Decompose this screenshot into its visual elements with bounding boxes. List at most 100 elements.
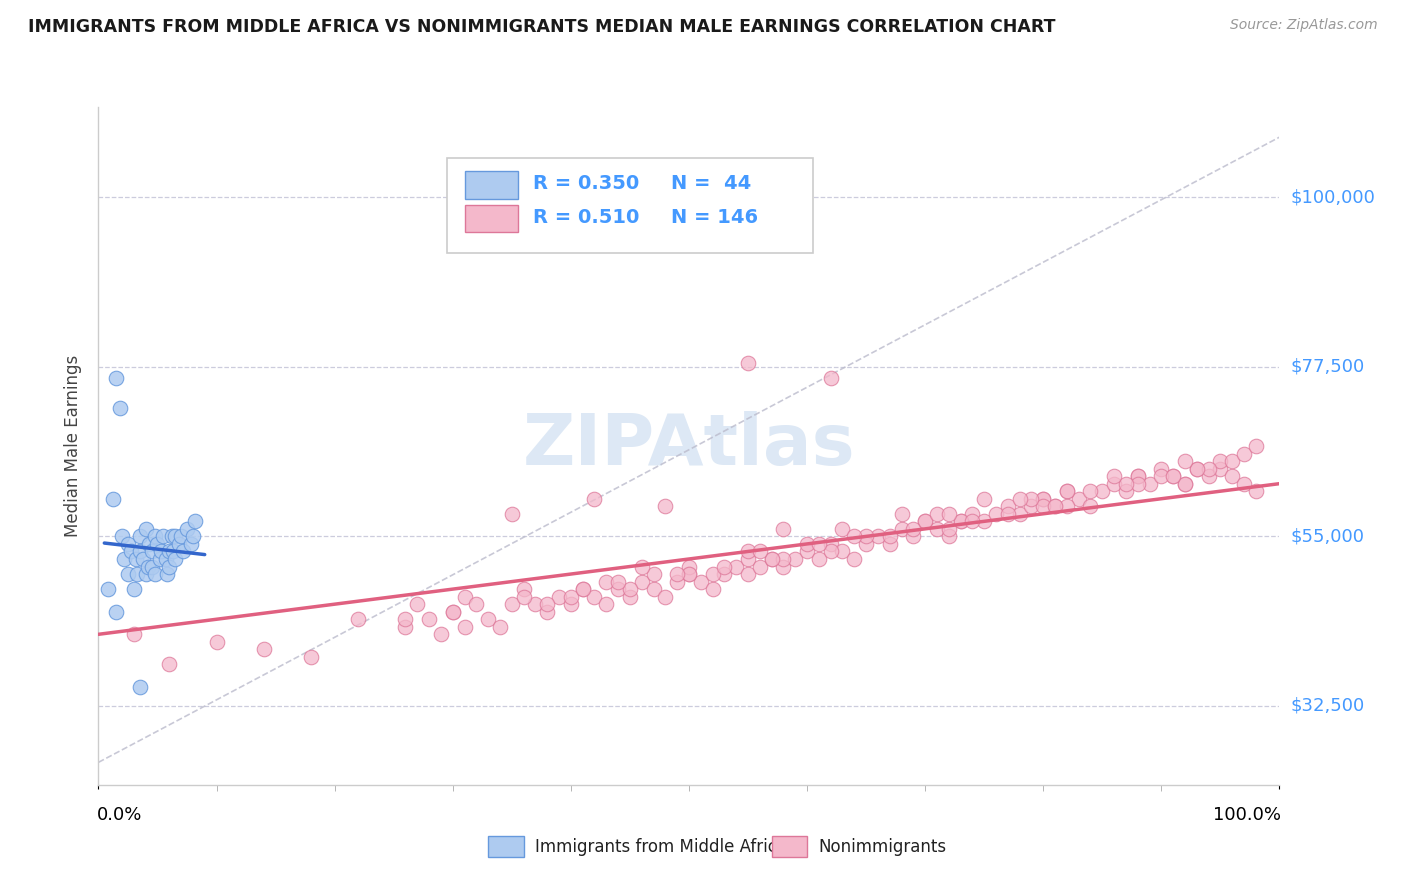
Point	[141, 559, 163, 574]
Point	[108, 401, 131, 416]
Point	[583, 491, 606, 506]
Point	[866, 529, 889, 543]
Point	[170, 529, 193, 543]
Point	[1174, 476, 1197, 491]
Point	[172, 544, 194, 558]
FancyBboxPatch shape	[772, 836, 807, 857]
Point	[146, 537, 169, 551]
Point	[761, 552, 783, 566]
Point	[737, 567, 759, 582]
Point	[1008, 507, 1031, 521]
Point	[477, 612, 499, 626]
Point	[973, 514, 995, 528]
Point	[938, 522, 960, 536]
Point	[1080, 500, 1102, 514]
Point	[1056, 484, 1078, 499]
Point	[630, 574, 652, 589]
Point	[347, 612, 370, 626]
Point	[441, 605, 464, 619]
Point	[785, 552, 807, 566]
Point	[1008, 491, 1031, 506]
Point	[453, 620, 475, 634]
Point	[165, 529, 187, 543]
Point	[678, 567, 700, 582]
Point	[890, 522, 912, 536]
Point	[713, 567, 735, 582]
Point	[138, 537, 160, 551]
Point	[253, 642, 276, 657]
Point	[1032, 491, 1054, 506]
Point	[143, 567, 166, 582]
Point	[156, 567, 179, 582]
Point	[548, 590, 571, 604]
Point	[1220, 469, 1243, 483]
Point	[938, 529, 960, 543]
Point	[962, 514, 984, 528]
Point	[406, 597, 429, 611]
Point	[748, 559, 770, 574]
Point	[796, 537, 818, 551]
Point	[1043, 500, 1066, 514]
Point	[167, 537, 190, 551]
Point	[112, 552, 135, 566]
Point	[807, 552, 830, 566]
Point	[761, 552, 783, 566]
Text: Immigrants from Middle Africa: Immigrants from Middle Africa	[536, 838, 787, 855]
Point	[903, 529, 925, 543]
Point	[666, 567, 689, 582]
Point	[1244, 484, 1267, 499]
Point	[1233, 446, 1256, 460]
Point	[903, 522, 925, 536]
Point	[1185, 461, 1208, 475]
Point	[1244, 439, 1267, 453]
Point	[689, 574, 711, 589]
Point	[844, 529, 866, 543]
Point	[748, 544, 770, 558]
Point	[299, 649, 322, 664]
Point	[181, 529, 204, 543]
Text: N =  44: N = 44	[671, 174, 751, 194]
Point	[205, 635, 228, 649]
Point	[135, 522, 157, 536]
Point	[1080, 484, 1102, 499]
Point	[111, 529, 134, 543]
Point	[807, 537, 830, 551]
Point	[678, 567, 700, 582]
Text: N = 146: N = 146	[671, 208, 758, 227]
Point	[184, 514, 207, 528]
Point	[512, 582, 534, 596]
Point	[136, 559, 159, 574]
Point	[879, 537, 901, 551]
Point	[702, 582, 724, 596]
Point	[176, 522, 198, 536]
Point	[737, 552, 759, 566]
Point	[844, 552, 866, 566]
Point	[132, 552, 155, 566]
Point	[501, 507, 523, 521]
Text: $77,500: $77,500	[1291, 358, 1365, 376]
Point	[1139, 476, 1161, 491]
Point	[122, 582, 145, 596]
Point	[925, 507, 948, 521]
Point	[796, 544, 818, 558]
Point	[831, 544, 853, 558]
Point	[1233, 476, 1256, 491]
Text: 0.0%: 0.0%	[97, 806, 142, 824]
Point	[105, 605, 128, 619]
Point	[607, 574, 630, 589]
Point	[162, 544, 184, 558]
Point	[1126, 476, 1149, 491]
Point	[962, 507, 984, 521]
Point	[619, 582, 641, 596]
Point	[772, 552, 794, 566]
Point	[725, 559, 748, 574]
Point	[1021, 500, 1043, 514]
Point	[149, 552, 172, 566]
Point	[619, 590, 641, 604]
Point	[678, 559, 700, 574]
Point	[394, 612, 416, 626]
Point	[536, 605, 558, 619]
Point	[583, 590, 606, 604]
Point	[1032, 491, 1054, 506]
Y-axis label: Median Male Earnings: Median Male Earnings	[65, 355, 83, 537]
